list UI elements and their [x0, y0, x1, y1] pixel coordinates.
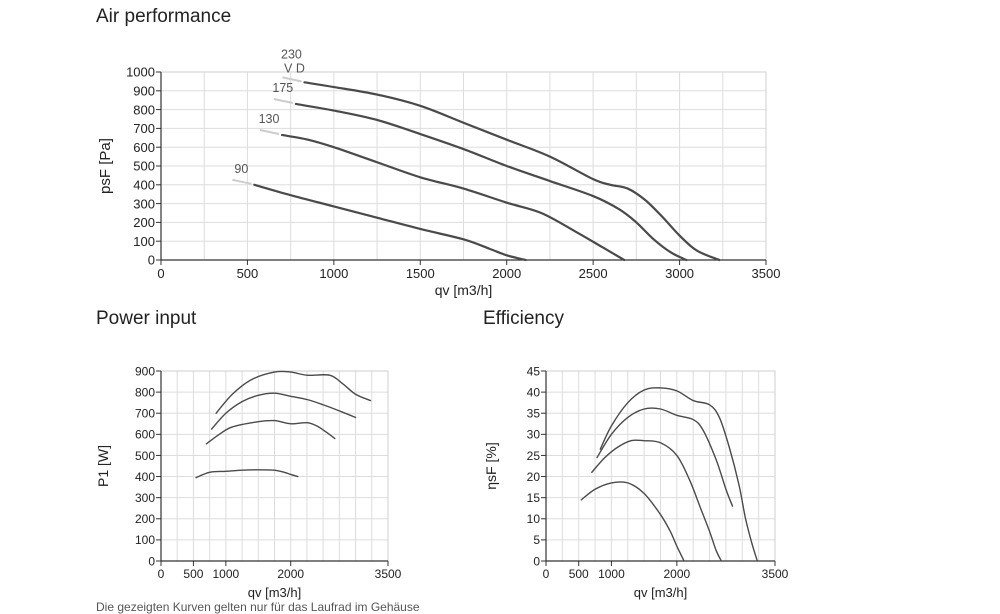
air-y-tick-label: 0	[148, 253, 155, 268]
efficiency-series-130-line	[591, 439, 723, 562]
power-series-90-line	[195, 469, 299, 479]
air-x-tick-label: 2000	[492, 266, 521, 281]
power-y-tick-label: 100	[135, 533, 155, 547]
efficiency-y-tick-label: 30	[527, 428, 541, 442]
air-x-tick-label: 3000	[665, 266, 694, 281]
footnote: Die gezeigten Kurven gelten nur für das …	[96, 600, 420, 614]
efficiency-y-axis-label: ηsF [%]	[483, 442, 499, 489]
efficiency-series-175-line	[596, 407, 734, 507]
power-x-tick-label: 0	[158, 567, 165, 581]
air-series-130-label: 130	[259, 112, 280, 126]
power-y-tick-label: 200	[135, 512, 155, 526]
efficiency-x-tick-label: 2000	[664, 567, 691, 581]
efficiency-series-90-line	[580, 481, 685, 562]
power-y-tick-label: 600	[135, 428, 155, 442]
efficiency-x-tick-label: 500	[569, 567, 589, 581]
efficiency-y-tick-label: 40	[527, 385, 541, 399]
efficiency-y-tick-label: 15	[527, 491, 541, 505]
air-series-130-leader	[259, 129, 280, 135]
air-y-tick-label: 100	[133, 234, 155, 249]
power-y-tick-label: 0	[148, 554, 155, 568]
power-y-axis-label: P1 [W]	[95, 445, 111, 487]
air-y-tick-label: 700	[133, 121, 155, 136]
power-y-tick-label: 800	[135, 385, 155, 399]
air-chart: 0 100 200 300 400 500 600 700 800 900 1000 0 500 1000…	[97, 47, 780, 298]
efficiency-title: Efficiency	[483, 308, 564, 329]
efficiency-y-tick-label: 0	[533, 554, 540, 568]
air-performance-title: Air performance	[96, 6, 232, 27]
air-series-230-label: 230	[281, 47, 302, 61]
power-chart: 0 100 200 300 400 500 600 700 800 900 0 500 1000 2000…	[95, 364, 402, 600]
air-series-175-label: 175	[272, 81, 293, 95]
air-y-tick-label: 900	[133, 83, 155, 98]
efficiency-chart: 0 5 10 15 20 25 30 35 40 45 0 500 1000 2000 3500 qv [m3…	[483, 364, 789, 600]
air-series-230-line	[303, 81, 721, 262]
air-series-230-leader	[282, 76, 302, 83]
efficiency-x-axis-label: qv [m3/h]	[634, 585, 687, 600]
efficiency-y-tick-label: 45	[527, 364, 541, 378]
air-x-tick-label: 2500	[579, 266, 608, 281]
air-x-tick-label: 1000	[319, 266, 348, 281]
efficiency-x-tick-label: 1000	[598, 567, 625, 581]
air-x-tick-label: 1500	[406, 266, 435, 281]
air-series-90-line	[253, 183, 527, 262]
power-y-tick-label: 500	[135, 449, 155, 463]
power-y-tick-label: 400	[135, 470, 155, 484]
air-y-tick-label: 500	[133, 159, 155, 174]
air-series-175-leader	[273, 97, 294, 104]
power-x-axis-label: qv [m3/h]	[248, 585, 301, 600]
air-x-tick-label: 500	[237, 266, 259, 281]
air-x-tick-label: 3500	[752, 266, 781, 281]
air-y-tick-label: 1000	[126, 65, 155, 80]
power-input-title: Power input	[96, 308, 197, 329]
air-series-130-line	[280, 133, 626, 262]
power-x-tick-label: 1000	[213, 567, 240, 581]
efficiency-x-tick-label: 3500	[762, 567, 789, 581]
efficiency-y-tick-label: 5	[533, 533, 540, 547]
air-series-175-line	[294, 102, 688, 262]
power-y-tick-label: 900	[135, 364, 155, 378]
power-series-130-line	[205, 419, 336, 445]
power-x-tick-label: 3500	[375, 567, 402, 581]
air-series-90-label: 90	[234, 162, 248, 176]
efficiency-x-tick-label: 0	[543, 567, 550, 581]
efficiency-y-tick-label: 10	[527, 512, 541, 526]
air-y-tick-label: 800	[133, 102, 155, 117]
air-y-tick-label: 400	[133, 177, 155, 192]
power-y-tick-label: 300	[135, 491, 155, 505]
efficiency-series-230-line	[599, 387, 759, 562]
power-series-175-line	[210, 392, 357, 430]
air-y-axis-label: psF [Pa]	[97, 138, 114, 194]
power-x-tick-label: 2000	[277, 567, 304, 581]
power-series-230-line	[215, 370, 372, 414]
efficiency-y-tick-label: 35	[527, 407, 541, 421]
power-y-tick-label: 700	[135, 407, 155, 421]
air-y-tick-label: 600	[133, 140, 155, 155]
efficiency-y-tick-label: 25	[527, 449, 541, 463]
power-x-tick-label: 500	[183, 567, 203, 581]
air-series-230-sublabel: V D	[284, 61, 305, 75]
air-y-tick-label: 200	[133, 215, 155, 230]
air-x-tick-label: 0	[157, 266, 164, 281]
air-series-90-leader	[232, 178, 252, 185]
air-y-tick-label: 300	[133, 196, 155, 211]
efficiency-y-tick-label: 20	[527, 470, 541, 484]
air-x-axis-label: qv [m3/h]	[435, 282, 493, 298]
